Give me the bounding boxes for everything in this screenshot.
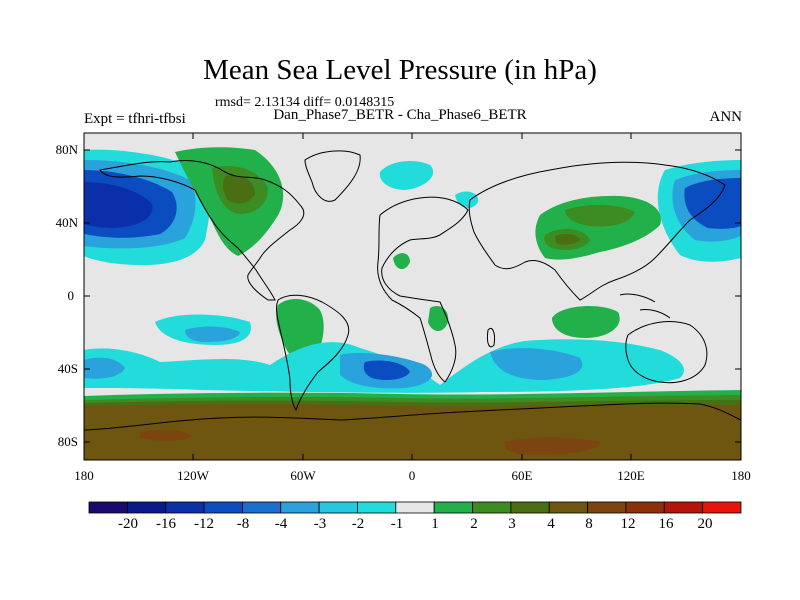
stats-text: rmsd= 2.13134 diff= 0.0148315	[215, 95, 395, 110]
south-pacific-low-inner	[185, 326, 240, 342]
north-america-high-center	[223, 174, 255, 204]
experiment-label: Expt = tfhri-tfbsi	[84, 111, 186, 127]
colorbar-label: 2	[470, 516, 478, 532]
coast-se-asia-islands	[619, 293, 671, 319]
lat-label-80s: 80S	[57, 434, 78, 449]
coast-madagascar	[487, 327, 495, 348]
south-atlantic-high	[428, 305, 449, 331]
tibet-high-core	[555, 233, 580, 245]
colorbar-box	[472, 501, 512, 514]
colorbar-label: -2	[351, 516, 365, 532]
lon-label-60e: 60E	[511, 468, 533, 483]
colorbar-label: 12	[620, 516, 636, 532]
map-subtitle: Dan_Phase7_BETR - Cha_Phase6_BETR	[273, 107, 527, 123]
asia-high-core	[565, 204, 635, 227]
colorbar-label: -16	[156, 516, 176, 532]
lat-label-80n: 80N	[55, 142, 78, 157]
southern-ocean-low-inner-west	[84, 357, 125, 379]
map-plot	[84, 133, 741, 460]
lat-label-40s: 40S	[57, 361, 78, 376]
lon-label-120e: 120E	[617, 468, 645, 483]
colorbar-box	[433, 501, 473, 514]
colorbar-label: -12	[194, 516, 214, 532]
colorbar-box	[318, 501, 358, 514]
lon-label-180-east: 180	[731, 468, 751, 483]
colorbar-label: -4	[274, 516, 288, 532]
coastlines	[84, 150, 741, 431]
lon-label-120w: 120W	[177, 468, 209, 483]
colorbar-box	[165, 501, 205, 514]
north-pacific-low-west-center	[84, 182, 153, 228]
coast-australia	[625, 321, 708, 384]
colorbar-box	[548, 501, 588, 514]
colorbar-box	[663, 501, 704, 514]
colorbar-box	[395, 501, 435, 514]
colorbar	[88, 501, 742, 514]
coast-south-america	[276, 294, 350, 412]
season-label: ANN	[709, 109, 743, 125]
coast-asia	[468, 161, 726, 301]
colorbar-box	[203, 501, 243, 514]
colorbar-box	[510, 501, 550, 514]
colorbar-label: -20	[118, 516, 138, 532]
sahara-high	[393, 253, 410, 270]
coast-antarctica	[84, 402, 741, 431]
axis-ticks	[83, 133, 742, 460]
lon-label-0: 0	[408, 468, 416, 483]
colorbar-box	[357, 501, 397, 514]
barents-low	[379, 160, 434, 190]
antarctic-high-core-west	[140, 429, 192, 441]
colorbar-box	[625, 501, 665, 514]
antarctic-high-core-east	[504, 437, 600, 455]
southern-ocean-low-core-atlantic	[363, 360, 410, 380]
lat-label-40n: 40N	[55, 215, 78, 230]
colorbar-label: -1	[390, 516, 404, 532]
colorbar-label: 8	[585, 516, 593, 532]
colorbar-box	[280, 501, 320, 514]
colorbar-box	[242, 501, 282, 514]
colorbar-label: -3	[313, 516, 327, 532]
map-title: Mean Sea Level Pressure (in hPa)	[203, 54, 597, 86]
colorbar-box	[702, 501, 742, 514]
coast-europe-africa	[377, 196, 469, 383]
colorbar-label: 1	[431, 516, 439, 532]
indian-ocean-high	[552, 306, 620, 338]
colorbar-box	[88, 501, 128, 514]
colorbar-box	[587, 501, 627, 514]
coast-north-america	[99, 159, 305, 301]
colorbar-label: 16	[658, 516, 674, 532]
lon-label-60w: 60W	[290, 468, 316, 483]
colorbar-label: 4	[547, 516, 555, 532]
colorbar-box	[126, 501, 167, 514]
colorbar-label: 3	[508, 516, 516, 532]
lat-label-0: 0	[67, 288, 75, 303]
southern-ocean-low-inner-indian	[490, 348, 583, 380]
lon-label-180-west: 180	[74, 468, 94, 483]
colorbar-label: -8	[236, 516, 250, 532]
coast-greenland	[304, 150, 361, 202]
colorbar-label: 20	[697, 516, 713, 532]
